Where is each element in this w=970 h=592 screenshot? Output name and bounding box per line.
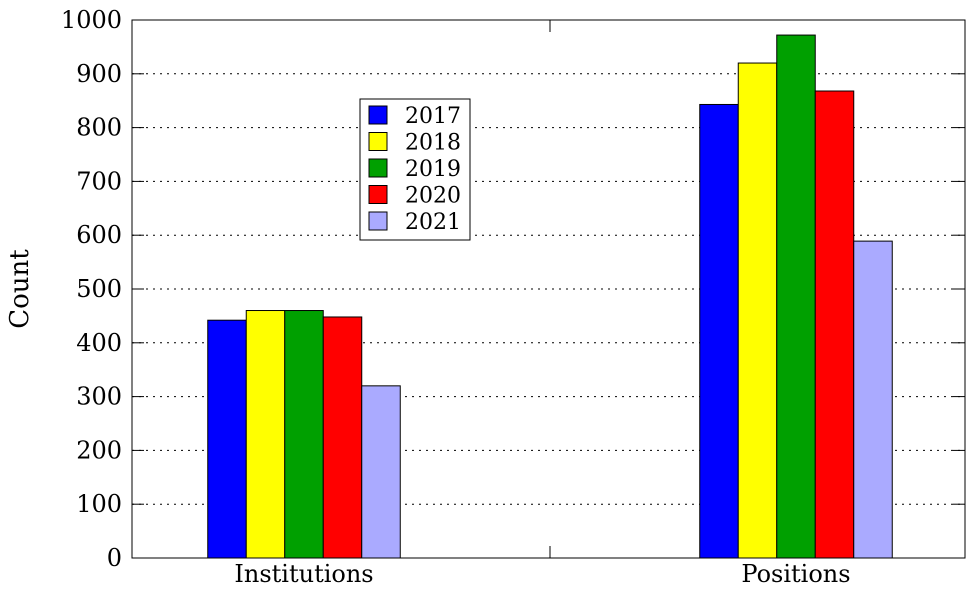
bar-2021-institutions xyxy=(361,385,401,559)
bar-2019-institutions xyxy=(284,310,324,559)
legend-label: 2018 xyxy=(405,131,461,156)
x-category-label: Positions xyxy=(741,560,850,588)
legend-swatch-2019 xyxy=(368,158,388,178)
y-axis-label: Count xyxy=(5,249,35,329)
bar-2018-positions xyxy=(737,62,778,559)
y-tick-label: 200 xyxy=(76,436,122,464)
bar-2019-positions xyxy=(776,34,816,559)
bar-2020-positions xyxy=(814,90,855,559)
y-tick-label: 300 xyxy=(76,383,122,411)
legend-label: 2020 xyxy=(405,184,461,209)
y-tick-label: 100 xyxy=(76,490,122,518)
legend-label: 2019 xyxy=(405,157,461,182)
legend-swatch-2021 xyxy=(368,211,388,231)
y-tick-label: 600 xyxy=(76,221,122,249)
bar-2018-institutions xyxy=(245,310,286,559)
bar-2017-positions xyxy=(699,103,739,559)
legend-label: 2017 xyxy=(405,104,461,129)
y-tick-label: 700 xyxy=(76,167,122,195)
y-tick-labels: 0 100 200 300 400 500 600 700 800 900 1000 xyxy=(61,6,122,572)
legend-swatch-2020 xyxy=(368,185,388,204)
y-tick-label: 800 xyxy=(76,114,122,142)
legend-label: 2021 xyxy=(405,210,461,235)
axis-ticks xyxy=(132,19,965,559)
bars xyxy=(207,34,893,559)
x-category-label: Institutions xyxy=(234,560,373,588)
bar-2017-institutions xyxy=(207,319,247,559)
legend-swatch-2017 xyxy=(368,105,388,125)
y-tick-label: 1000 xyxy=(61,6,122,34)
y-tick-label: 400 xyxy=(76,329,122,357)
x-category-labels: Institutions Positions xyxy=(234,560,850,588)
bar-2021-positions xyxy=(853,240,893,559)
legend-swatch-2018 xyxy=(368,132,388,151)
y-tick-label: 500 xyxy=(76,275,122,303)
y-tick-label: 0 xyxy=(107,544,122,572)
bar-2020-institutions xyxy=(322,316,363,559)
y-tick-label: 900 xyxy=(76,60,122,88)
